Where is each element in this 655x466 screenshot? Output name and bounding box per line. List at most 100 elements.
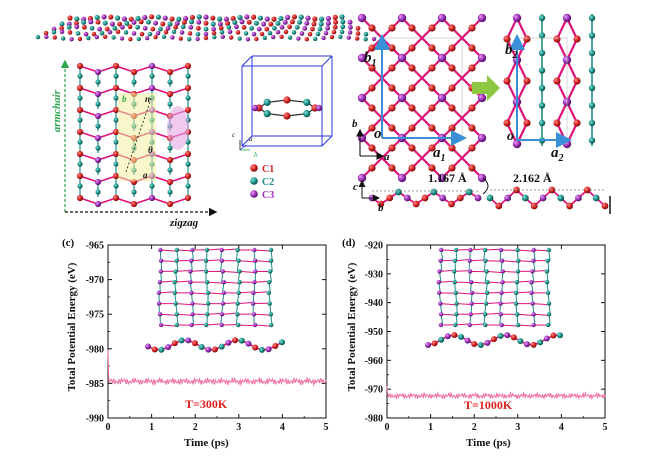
teal-atom: [339, 29, 345, 35]
bond: [169, 175, 189, 183]
red-atom: [283, 96, 291, 104]
bond: [253, 313, 270, 316]
purple-atom: [148, 84, 156, 92]
teal-atom: [178, 337, 185, 344]
purple-atom: [219, 322, 224, 328]
bond: [169, 153, 189, 161]
purple-atom: [512, 139, 522, 149]
purple-atom: [302, 25, 308, 31]
red-atom: [52, 35, 57, 40]
purple-atom: [185, 337, 192, 344]
teal-atom: [266, 279, 272, 285]
red-atom: [523, 35, 531, 43]
bond: [115, 197, 135, 205]
bond: [239, 270, 256, 274]
teal-atom: [588, 67, 596, 74]
purple-atom: [323, 30, 329, 36]
purple-atom: [346, 35, 351, 40]
teal-atom: [544, 279, 550, 285]
red-atom: [304, 36, 309, 42]
teal-atom: [588, 32, 596, 39]
purple-atom: [315, 104, 323, 112]
purple-atom: [223, 16, 229, 22]
purple-atom: [403, 194, 411, 202]
purple-atom: [531, 258, 536, 263]
bond: [485, 312, 501, 315]
teal-atom: [588, 49, 596, 57]
teal-atom: [77, 183, 83, 189]
bond: [79, 65, 99, 73]
teal-atom: [61, 36, 66, 41]
red-atom: [431, 340, 438, 347]
teal-atom: [465, 188, 473, 196]
red-atom: [468, 104, 476, 112]
teal-atom: [546, 301, 552, 306]
purple-atom: [225, 339, 232, 346]
bond: [191, 292, 208, 295]
teal-atom: [313, 36, 318, 42]
red-atom: [259, 31, 265, 37]
red-atom: [311, 21, 317, 27]
purple-atom: [94, 68, 102, 76]
teal-atom: [516, 258, 521, 263]
bond: [500, 302, 517, 305]
red-atom: [355, 25, 361, 31]
teal-atom: [174, 258, 179, 263]
y-tick-label: -920: [365, 241, 383, 252]
teal-atom: [59, 21, 65, 27]
purple-atom: [219, 247, 224, 253]
red-atom: [184, 194, 192, 202]
bond: [174, 280, 191, 283]
teal-atom: [203, 26, 209, 32]
teal-atom: [319, 16, 325, 22]
purple-atom: [371, 36, 377, 42]
teal-atom: [172, 279, 177, 285]
chart-d-xlabel: Time (ps): [466, 437, 511, 449]
teal-atom: [338, 34, 343, 40]
purple-atom: [239, 19, 245, 25]
teal-atom: [363, 36, 368, 42]
bond: [97, 109, 117, 117]
red-atom: [550, 332, 557, 339]
red-atom: [283, 112, 291, 120]
bond: [79, 109, 99, 117]
teal-atom: [236, 258, 241, 263]
red-atom: [428, 84, 436, 92]
purple-atom: [142, 14, 148, 21]
purple-atom: [264, 16, 270, 22]
purple-atom: [437, 290, 442, 296]
bond: [159, 313, 176, 316]
a1-label: a1: [433, 145, 446, 164]
purple-atom: [157, 279, 163, 285]
teal-atom: [557, 194, 565, 202]
purple-atom: [512, 13, 522, 23]
bond: [487, 281, 503, 284]
red-atom: [388, 64, 396, 72]
bond: [253, 291, 270, 294]
panel-c-label: (c): [62, 237, 75, 249]
teal-atom: [217, 16, 223, 22]
red-atom: [235, 30, 241, 35]
red-atom: [103, 34, 108, 40]
bond: [239, 144, 247, 151]
teal-atom: [113, 73, 119, 79]
purple-atom: [158, 269, 164, 274]
purple-atom: [438, 247, 444, 253]
red-atom: [331, 29, 337, 35]
purple-atom: [397, 173, 407, 183]
x-tick-label: 4: [559, 422, 564, 433]
teal-atom: [161, 34, 167, 40]
teal-atom: [99, 30, 105, 36]
origin-label: o: [374, 126, 382, 142]
purple-atom: [188, 269, 193, 274]
red-atom: [368, 24, 376, 32]
red-atom: [43, 30, 49, 36]
purple-atom: [500, 279, 505, 285]
bond: [160, 324, 177, 327]
legend-c2-label: C2: [262, 177, 274, 188]
teal-atom: [482, 312, 488, 317]
purple-atom: [468, 312, 473, 317]
red-atom: [104, 26, 110, 32]
purple-atom: [285, 14, 291, 20]
purple-atom: [217, 21, 223, 27]
